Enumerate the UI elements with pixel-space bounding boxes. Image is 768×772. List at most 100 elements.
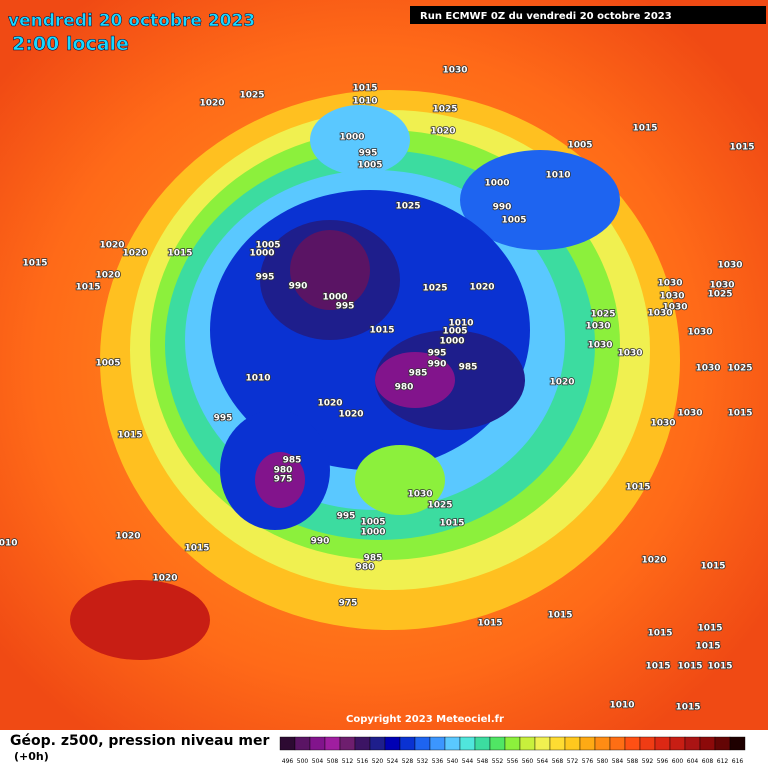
isobar-label: 1015 [677, 662, 702, 672]
color-swatch [534, 736, 551, 751]
color-swatch [489, 736, 506, 751]
isobar-label: 1020 [122, 249, 147, 259]
isobar-label: 1030 [687, 328, 712, 338]
isobar-label: 1025 [707, 290, 732, 300]
color-swatch [519, 736, 536, 751]
level-label: 588 [627, 758, 639, 765]
isobar-label: 1030 [650, 419, 675, 429]
color-swatch [579, 736, 596, 751]
level-label: 544 [462, 758, 474, 765]
isobar-label: 1020 [199, 99, 224, 109]
isobar-label: 1000 [439, 337, 464, 347]
isobar-label: 980 [395, 383, 414, 393]
isobar-label: 1030 [587, 341, 612, 351]
isobar-label: 1020 [549, 378, 574, 388]
isobar-label: 995 [256, 273, 275, 283]
isobar-label: 1010 [352, 97, 377, 107]
isobar-label: 1015 [645, 662, 670, 672]
isobar-label: 1005 [501, 216, 526, 226]
isobar-label: 990 [289, 282, 308, 292]
isobar-label: 1025 [590, 310, 615, 320]
isobar-label: 990 [428, 360, 447, 370]
isobar-label: 1015 [675, 703, 700, 713]
isobar-label: 1015 [729, 143, 754, 153]
isobar-label: 985 [459, 363, 478, 373]
level-label: 592 [642, 758, 654, 765]
isobar-label: 1030 [717, 261, 742, 271]
isobar-label: 1010 [448, 319, 473, 329]
isobar-label: 1015 [439, 519, 464, 529]
level-label: 576 [582, 758, 594, 765]
isobar-label: 1030 [585, 322, 610, 332]
level-label: 528 [402, 758, 414, 765]
legend-subtitle: (+0h) [14, 750, 49, 763]
color-swatch [459, 736, 476, 751]
level-label: 524 [387, 758, 399, 765]
isobar-label: 1015 [75, 283, 100, 293]
color-swatch [354, 736, 371, 751]
isobar-label: 1030 [662, 303, 687, 313]
isobar-label: 1015 [184, 544, 209, 554]
isobar-label: 1005 [95, 359, 120, 369]
color-swatch [279, 736, 296, 751]
isobar-label: 1025 [432, 105, 457, 115]
legend-title: Géop. z500, pression niveau mer [10, 733, 269, 749]
level-label: 508 [327, 758, 339, 765]
isobar-label: 1015 [369, 326, 394, 336]
colorbar: 496 500 504 508 512 516 520 524 528 532 536 540 544 5… [279, 736, 746, 765]
isobar-label: 1005 [255, 241, 280, 251]
level-label: 560 [522, 758, 534, 765]
isobar-label: 1030 [657, 279, 682, 289]
level-label: 604 [687, 758, 699, 765]
isobar-label: 1015 [727, 409, 752, 419]
level-label: 540 [447, 758, 459, 765]
level-label: 520 [372, 758, 384, 765]
isobar-label: 1015 [477, 619, 502, 629]
color-swatch [369, 736, 386, 751]
isobar-label: 995 [336, 302, 355, 312]
isobar-label: 1025 [727, 364, 752, 374]
isobar-label: 1015 [352, 84, 377, 94]
isobar-label: 1010 [609, 701, 634, 711]
isobar-label: 1000 [484, 179, 509, 189]
isobar-label: 995 [214, 414, 233, 424]
copyright: Copyright 2023 Meteociel.fr [346, 714, 504, 725]
level-label: 536 [432, 758, 444, 765]
isobar-label: 995 [428, 349, 447, 359]
isobar-label: 1015 [22, 259, 47, 269]
run-info: Run ECMWF 0Z du vendredi 20 octobre 2023 [420, 11, 672, 22]
color-swatch [339, 736, 356, 751]
map-date: vendredi 20 octobre 2023 [8, 11, 255, 31]
isobar-label: 1010 [0, 539, 18, 549]
isobar-label: 1000 [322, 293, 347, 303]
isobar-label: 975 [339, 599, 358, 609]
color-swatch [699, 736, 716, 751]
isobar-label: 1005 [567, 141, 592, 151]
color-swatch [669, 736, 686, 751]
color-swatch [684, 736, 701, 751]
level-label: 516 [357, 758, 369, 765]
color-swatch [714, 736, 731, 751]
color-swatch [729, 736, 746, 751]
isobar-label: 1015 [117, 431, 142, 441]
isobar-label: 1025 [422, 284, 447, 294]
isobar-label: 1020 [430, 127, 455, 137]
isobar-label: 1030 [709, 281, 734, 291]
map-time: 2:00 locale [12, 33, 129, 55]
color-swatch [624, 736, 641, 751]
color-swatch [444, 736, 461, 751]
level-label: 564 [537, 758, 549, 765]
isobar-label: 980 [274, 466, 293, 476]
level-label: 616 [732, 758, 744, 765]
isobar-label: 1015 [700, 562, 725, 572]
color-swatch [294, 736, 311, 751]
level-label: 552 [492, 758, 504, 765]
isobar-label: 1020 [95, 271, 120, 281]
isobar-label: 1030 [647, 309, 672, 319]
color-swatch [564, 736, 581, 751]
isobar-label: 980 [356, 563, 375, 573]
isobar-label: 1005 [360, 518, 385, 528]
isobar-label: 1015 [697, 624, 722, 634]
